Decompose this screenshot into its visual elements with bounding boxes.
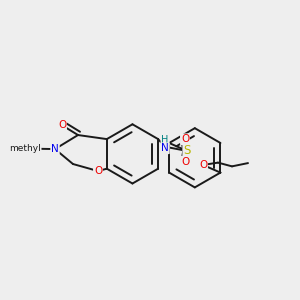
Text: O: O [94, 166, 102, 176]
Text: O: O [199, 160, 207, 170]
Text: O: O [181, 157, 189, 167]
Text: N: N [51, 144, 59, 154]
Text: methyl: methyl [9, 144, 41, 153]
Text: O: O [58, 120, 66, 130]
Text: H: H [161, 135, 169, 145]
Text: S: S [183, 144, 191, 158]
Text: N: N [161, 143, 169, 153]
Text: O: O [181, 134, 189, 144]
